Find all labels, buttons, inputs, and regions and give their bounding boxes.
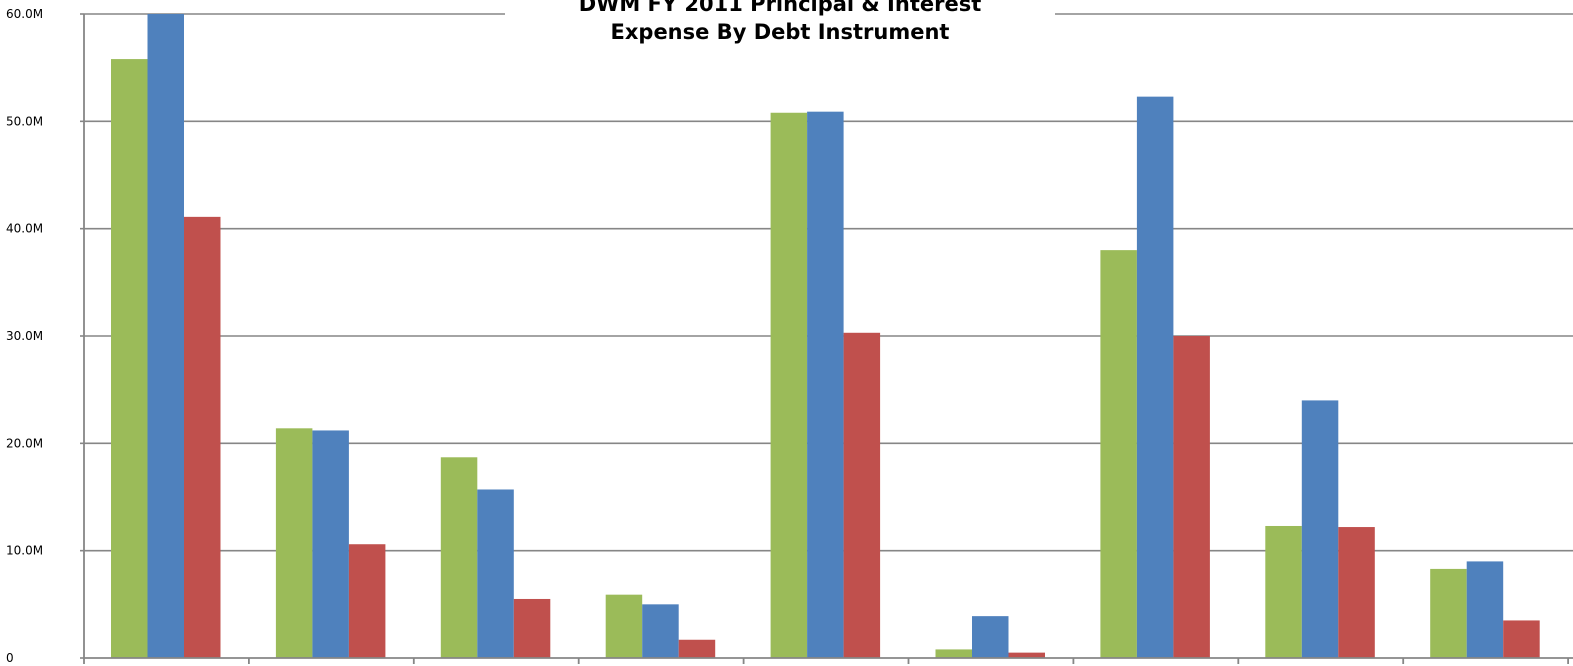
bar-series-2-group-9 — [1466, 561, 1504, 658]
y-tick-label: 40.0M — [6, 222, 43, 236]
y-tick-label: 10.0M — [6, 544, 43, 558]
bar-series-3-group-5 — [843, 332, 881, 658]
chart-title: DWM FY 2011 Principal & Interest Expense… — [505, 0, 1055, 46]
bar-series-1-group-1 — [111, 59, 148, 658]
bar-series-1-group-8 — [1265, 525, 1302, 658]
bar-series-1-group-2 — [275, 428, 313, 658]
bar-series-2-group-6 — [972, 616, 1009, 658]
bar-series-1-group-4 — [605, 594, 643, 658]
bar-series-2-group-7 — [1136, 96, 1174, 658]
y-tick-label: 50.0M — [6, 114, 43, 128]
bar-series-2-group-5 — [807, 111, 844, 658]
chart-title-line-2: Expense By Debt Instrument — [610, 20, 950, 44]
bar-series-3-group-2 — [348, 544, 386, 658]
bar-series-3-group-3 — [513, 598, 551, 658]
bar-series-2-group-3 — [477, 489, 514, 658]
bar-series-2-group-2 — [312, 430, 349, 658]
bar-series-3-group-1 — [184, 216, 221, 659]
bar-series-2-group-1 — [147, 14, 184, 658]
bar-series-3-group-8 — [1338, 527, 1375, 658]
bars — [111, 14, 1540, 659]
y-tick-label: 30.0M — [6, 329, 43, 343]
bar-series-3-group-7 — [1173, 336, 1210, 658]
bar-series-3-group-4 — [678, 639, 716, 658]
y-tick-label: 60.0M — [6, 7, 43, 21]
bar-series-2-group-8 — [1301, 400, 1339, 658]
bar-series-1-group-3 — [440, 457, 478, 658]
chart-title-line-1: DWM FY 2011 Principal & Interest — [578, 0, 982, 16]
y-tick-labels: 0 10.0M 20.0M 30.0M 40.0M 50.0M 60.0M — [6, 7, 43, 665]
bar-series-2-group-4 — [642, 604, 679, 658]
axes — [80, 13, 1573, 664]
y-tick-label: 0 — [6, 651, 14, 665]
bar-series-1-group-5 — [770, 112, 808, 659]
bar-series-3-group-6 — [1008, 652, 1045, 658]
bar-series-3-group-9 — [1503, 620, 1540, 658]
bar-series-1-group-7 — [1100, 250, 1137, 658]
bar-series-1-group-6 — [935, 649, 972, 658]
y-tick-label: 20.0M — [6, 436, 43, 450]
bar-series-1-group-9 — [1430, 568, 1467, 658]
